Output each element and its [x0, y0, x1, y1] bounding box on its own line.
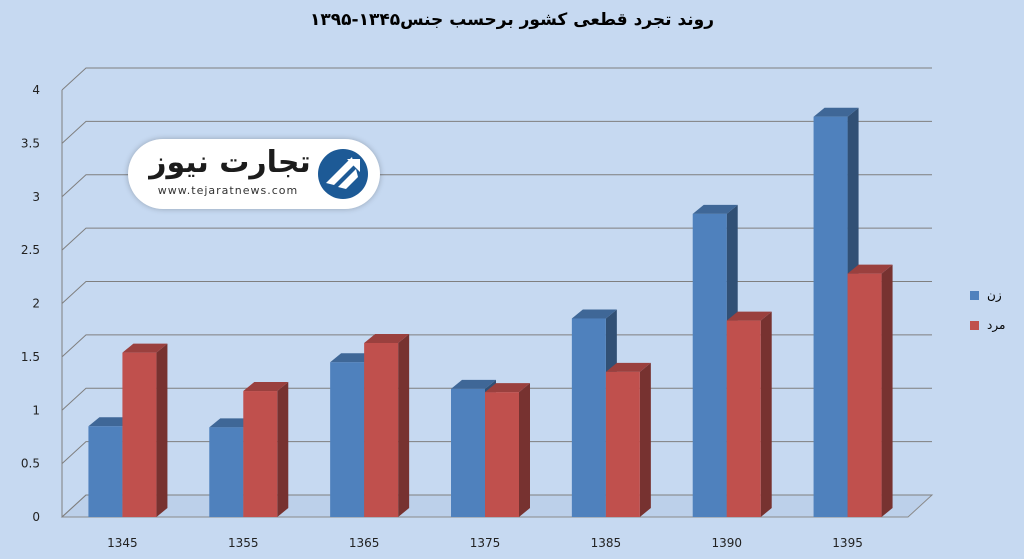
y-tick-label: 3 — [32, 190, 40, 204]
bar-top — [726, 311, 772, 321]
y-tick-label: 1.5 — [21, 350, 40, 364]
legend-swatch-mard — [970, 320, 979, 330]
bar-top — [571, 309, 617, 319]
y-tick-label: 1 — [32, 403, 40, 417]
bar-top — [209, 418, 255, 428]
bar-top — [364, 333, 410, 343]
y-tick-label: 4 — [32, 83, 40, 97]
bar-top — [813, 107, 859, 117]
x-tick-label: 1365 — [349, 536, 380, 550]
legend-label-mard: مرد — [987, 318, 1006, 332]
bar — [330, 362, 365, 517]
logo-url: www.tejaratnews.com — [157, 184, 299, 197]
bar — [451, 388, 485, 517]
bar-top — [243, 382, 289, 392]
bar-side — [519, 383, 530, 517]
y-tick-label: 0 — [32, 510, 40, 524]
gridline — [61, 174, 932, 198]
bar-top — [485, 383, 530, 393]
legend-label-zan: زن — [987, 288, 1002, 302]
logo-name: تجارت نیوز — [149, 145, 311, 180]
y-tick-label: 2 — [32, 297, 40, 311]
x-tick-label: 1385 — [591, 536, 622, 550]
bar-top — [605, 362, 651, 372]
bar — [88, 426, 123, 517]
gridline — [61, 281, 932, 304]
bar-top — [122, 343, 168, 353]
bar — [605, 371, 640, 517]
y-tick-label: 3.5 — [21, 136, 40, 150]
watermark-logo: تجارت نیوز www.tejaratnews.com — [128, 139, 380, 209]
bar-side — [156, 343, 168, 517]
x-tick-label: 1390 — [711, 536, 742, 550]
legend-swatch-zan — [970, 290, 979, 300]
bar-top — [88, 417, 134, 427]
x-tick-label: 1375 — [470, 536, 501, 550]
gridline — [61, 334, 932, 358]
bar — [209, 427, 244, 517]
x-tick-label: 1395 — [832, 536, 863, 550]
bar — [364, 342, 399, 517]
bar — [847, 273, 882, 517]
bar-side — [639, 362, 651, 517]
legend-item: مرد — [970, 310, 1005, 340]
bar-top — [692, 204, 738, 214]
y-tick-label: 0.5 — [21, 457, 40, 471]
bar-side — [398, 333, 410, 517]
x-tick-label: 1355 — [228, 536, 259, 550]
bar-top — [330, 353, 376, 363]
x-tick-label: 1345 — [107, 536, 138, 550]
logo-emblem-icon — [318, 149, 368, 199]
bar-side — [760, 311, 772, 517]
gridline — [61, 67, 932, 91]
bar — [243, 391, 278, 517]
legend: زن مرد — [970, 280, 1005, 340]
chart-title: روند تجرد قطعی کشور برحسب جنس۱۳۴۵-۱۳۹۵ — [309, 10, 715, 30]
bar-side — [881, 264, 893, 517]
bar — [726, 320, 761, 517]
y-tick-label: 2.5 — [21, 243, 40, 257]
bar-side — [277, 382, 289, 517]
bar — [813, 116, 848, 517]
bar — [122, 352, 157, 517]
gridline — [61, 227, 932, 251]
bar-top — [451, 379, 496, 389]
bar-top — [847, 264, 893, 274]
bar — [692, 213, 727, 517]
legend-item: زن — [970, 280, 1005, 310]
gridline — [61, 120, 932, 144]
bar — [571, 318, 606, 517]
bar — [485, 392, 519, 517]
